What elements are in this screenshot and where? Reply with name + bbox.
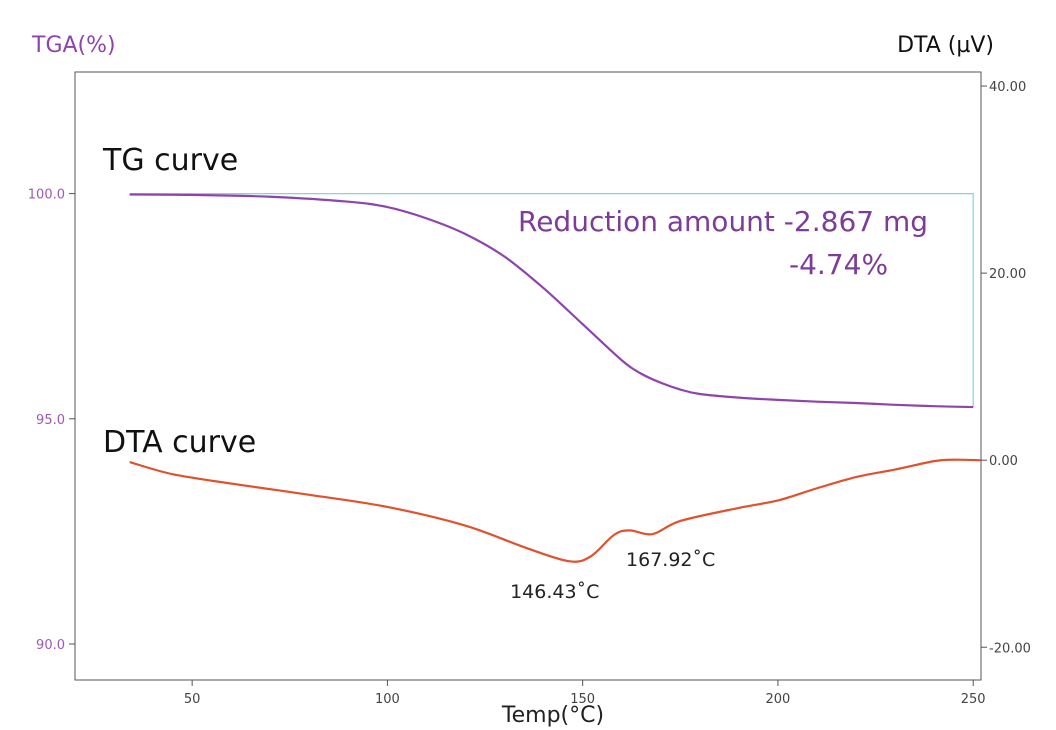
- reduction-bracket: [129, 193, 974, 408]
- plot-frame: [74, 71, 982, 681]
- y-left-axis-ticks: 100.0 95.0 90.0: [28, 188, 75, 653]
- y-left-tick-label: 100.0: [28, 188, 65, 203]
- y-left-tick-label: 95.0: [36, 413, 65, 428]
- dta-peak-1-label: 146.43˚C: [510, 581, 599, 603]
- y-right-tick-label: 20.00: [989, 267, 1026, 282]
- dta-curve-line: [129, 458, 982, 563]
- x-tick-label: 250: [961, 692, 986, 707]
- reduction-percent-label: -4.74%: [789, 248, 888, 281]
- y-right-tick-label: -20.00: [989, 641, 1031, 656]
- y-right-tick-label: 0.00: [989, 454, 1018, 469]
- y-right-axis-ticks: 40.00 20.00 0.00 -20.00: [981, 80, 1031, 656]
- x-tick-label: 200: [766, 692, 791, 707]
- dta-curve-title: DTA curve: [103, 425, 256, 460]
- tg-curve-line: [129, 193, 974, 409]
- tg-curve-title: TG curve: [102, 143, 238, 178]
- x-tick-label: 150: [570, 692, 595, 707]
- x-axis-ticks: 50 100 150 200 250: [184, 680, 986, 707]
- y-right-tick-label: 40.00: [989, 80, 1026, 95]
- x-axis-title: Temp(°C): [501, 703, 604, 728]
- y-left-tick-label: 90.0: [36, 638, 65, 653]
- x-tick-label: 100: [375, 692, 400, 707]
- reduction-amount-label: Reduction amount -2.867 mg: [518, 205, 928, 238]
- dta-peak-2-label: 167.92˚C: [626, 549, 715, 571]
- y-left-axis-title: TGA(%): [31, 33, 116, 58]
- x-tick-label: 50: [184, 692, 201, 707]
- y-right-axis-title: DTA (µV): [897, 33, 994, 58]
